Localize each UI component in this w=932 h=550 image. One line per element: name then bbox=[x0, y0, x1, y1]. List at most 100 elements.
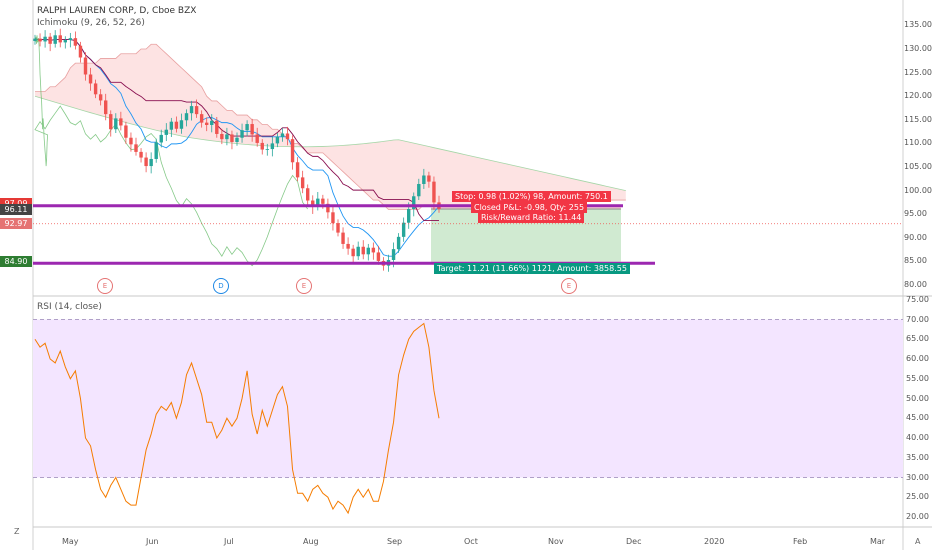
candle-body bbox=[321, 198, 325, 204]
candle-body bbox=[88, 74, 93, 84]
time-axis-label: May bbox=[62, 537, 79, 546]
candle-body bbox=[58, 35, 62, 43]
candle-body bbox=[351, 248, 355, 257]
candle-body bbox=[169, 121, 174, 130]
candle-body bbox=[119, 118, 123, 126]
chikou-span-line bbox=[34, 35, 309, 267]
time-axis-label: Dec bbox=[626, 537, 642, 546]
rsi-tick-label: 30.00 bbox=[906, 472, 929, 482]
price-tick-label: 85.00 bbox=[904, 256, 927, 266]
event-marker-icon[interactable]: E bbox=[561, 278, 577, 294]
candle-body bbox=[109, 114, 113, 130]
candle-body bbox=[134, 144, 138, 152]
risk-reward-label[interactable]: Risk/Reward Ratio: 11.44 bbox=[478, 212, 585, 223]
symbol-title[interactable]: RALPH LAUREN CORP, D, Cboe BZX bbox=[37, 6, 197, 16]
price-tick-label: 135.00 bbox=[904, 20, 932, 30]
candle-body bbox=[260, 142, 264, 150]
rsi-tick-label: 60.00 bbox=[906, 354, 929, 363]
event-marker-icon[interactable]: D bbox=[213, 278, 229, 294]
candle-body bbox=[311, 200, 315, 207]
rsi-tick-label: 45.00 bbox=[906, 413, 929, 423]
candle-body bbox=[250, 124, 254, 135]
candle-body bbox=[179, 120, 184, 129]
candle-body bbox=[63, 40, 67, 43]
candle-body bbox=[391, 249, 396, 260]
candle-body bbox=[240, 130, 244, 138]
rsi-tick-label: 20.00 bbox=[906, 512, 929, 521]
candle-body bbox=[114, 118, 118, 130]
price-tick-label: 115.00 bbox=[904, 114, 932, 124]
rsi-legend[interactable]: RSI (14, close) bbox=[37, 302, 102, 312]
tenkan-sen-line bbox=[34, 38, 440, 257]
candle-body bbox=[361, 246, 365, 255]
candle-body bbox=[300, 177, 305, 189]
closed-pnl-label[interactable]: Closed P&L: -0.98, Qty: 255 bbox=[471, 202, 588, 213]
candle-body bbox=[346, 243, 350, 249]
candle-body bbox=[53, 35, 57, 44]
time-axis-label: Oct bbox=[464, 537, 478, 546]
candle-body bbox=[255, 134, 259, 143]
candle-body bbox=[280, 133, 285, 137]
event-marker-icon[interactable]: E bbox=[97, 278, 113, 294]
candle-body bbox=[341, 232, 345, 244]
stop-label[interactable]: Stop: 0.98 (1.02%) 98, Amount: 750.1 bbox=[452, 191, 611, 202]
candle-body bbox=[104, 100, 108, 115]
rsi-tick-label: 50.00 bbox=[906, 393, 929, 403]
price-tick-label: 130.00 bbox=[904, 44, 932, 53]
candle-body bbox=[316, 198, 320, 207]
auto-scale-toggle[interactable]: A bbox=[915, 537, 921, 546]
time-axis-label: Feb bbox=[793, 537, 808, 546]
event-marker-icon[interactable]: E bbox=[296, 278, 312, 294]
candle-body bbox=[159, 134, 163, 143]
price-tick-label: 100.00 bbox=[904, 185, 932, 195]
candle-body bbox=[164, 129, 168, 135]
price-tick-label: 90.00 bbox=[904, 232, 927, 242]
candle-body bbox=[68, 38, 73, 41]
candle-body bbox=[366, 247, 370, 255]
candle-body bbox=[427, 175, 431, 182]
candle-body bbox=[306, 188, 310, 201]
candle-body bbox=[129, 137, 133, 145]
time-axis-label: Nov bbox=[548, 537, 564, 546]
candle-body bbox=[33, 38, 37, 41]
candle-body bbox=[290, 139, 295, 163]
candle-body bbox=[275, 136, 280, 144]
price-tag-badge: 96.11 bbox=[0, 203, 32, 215]
candle-body bbox=[295, 162, 300, 178]
target-label[interactable]: Target: 11.21 (11.66%) 1121, Amount: 385… bbox=[434, 263, 630, 274]
rsi-tick-label: 35.00 bbox=[906, 452, 929, 462]
time-axis-label: Jun bbox=[146, 537, 159, 546]
candle-body bbox=[270, 143, 275, 150]
candle-body bbox=[124, 125, 128, 138]
candle-body bbox=[154, 142, 158, 159]
zoom-toggle[interactable]: Z bbox=[14, 527, 20, 536]
candle-body bbox=[245, 124, 249, 131]
candle-body bbox=[285, 133, 290, 140]
rsi-line bbox=[34, 322, 440, 515]
candle-body bbox=[230, 134, 234, 142]
rsi-series bbox=[34, 322, 440, 515]
candle-body bbox=[235, 137, 239, 142]
ichimoku-legend[interactable]: Ichimoku (9, 26, 52, 26) bbox=[37, 18, 145, 28]
candle-body bbox=[220, 133, 224, 140]
rsi-tick-label: 65.00 bbox=[906, 334, 929, 344]
candle-body bbox=[93, 83, 98, 95]
kumo-cloud-area bbox=[35, 44, 626, 210]
price-tick-label: 95.00 bbox=[904, 209, 927, 219]
candle-body bbox=[38, 38, 42, 42]
candle-body bbox=[144, 157, 148, 167]
candle-body bbox=[48, 36, 52, 44]
rsi-tick-label: 70.00 bbox=[906, 314, 929, 324]
time-axis-label: Mar bbox=[870, 537, 886, 546]
time-axis-label: 2020 bbox=[704, 537, 725, 546]
price-tick-label: 125.00 bbox=[904, 67, 932, 77]
price-tick-label: 105.00 bbox=[904, 162, 932, 171]
candle-body bbox=[83, 57, 88, 75]
senkou-span-b bbox=[34, 95, 626, 191]
candle-body bbox=[149, 158, 153, 167]
candle-body bbox=[331, 212, 335, 224]
candle-body bbox=[422, 175, 426, 184]
candle-body bbox=[139, 151, 143, 158]
rsi-band-layer bbox=[33, 319, 903, 478]
